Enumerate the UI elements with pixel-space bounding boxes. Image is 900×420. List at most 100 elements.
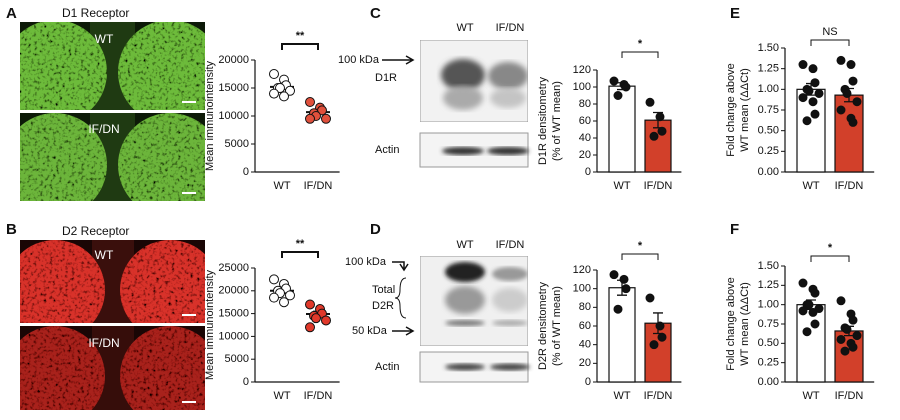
y-axis-label: Mean immunointensity <box>204 60 216 171</box>
data-point <box>305 299 315 310</box>
data-point <box>814 88 824 98</box>
y-tick-label: 20 <box>579 149 591 161</box>
western-blot <box>420 256 528 346</box>
y-tick-label: 0.00 <box>758 376 779 388</box>
significance-bracket <box>810 255 850 262</box>
data-point <box>842 324 852 334</box>
data-point <box>645 293 655 303</box>
x-tick-label: IF/DN <box>835 390 864 402</box>
y-tick-label: 40 <box>579 339 591 351</box>
y-tick-label: 1.00 <box>758 299 779 311</box>
data-point <box>798 278 808 288</box>
x-tick-label: WT <box>802 180 819 192</box>
micrograph <box>20 113 205 201</box>
y-tick-label: 120 <box>573 264 591 276</box>
x-tick-label: IF/DN <box>644 180 673 192</box>
y-axis-label: Mean immunointensity <box>204 269 216 380</box>
data-point <box>275 83 285 93</box>
y-tick-label: 10000 <box>218 330 249 342</box>
significance-label: ** <box>296 238 305 250</box>
panel-title: D1 Receptor <box>62 6 129 20</box>
data-point <box>619 274 629 284</box>
lane-label: IF/DN <box>496 22 525 34</box>
data-point <box>649 340 659 350</box>
x-tick-label: WT <box>273 180 290 192</box>
arrow <box>392 261 409 272</box>
image-label: WT <box>95 248 114 262</box>
y-axis-label: (% of WT mean) <box>551 81 563 161</box>
data-point <box>269 274 279 285</box>
y-axis-label: Fold change above <box>725 63 737 157</box>
data-point <box>808 64 818 74</box>
x-tick-label: IF/DN <box>835 180 864 192</box>
data-point <box>609 270 619 280</box>
significance-bracket <box>621 51 659 58</box>
significance-label: * <box>638 240 643 252</box>
data-point <box>609 76 619 86</box>
y-tick-label: 0.25 <box>758 145 779 157</box>
y-tick-label: 20000 <box>218 54 249 66</box>
y-tick-label: 0.75 <box>758 104 779 116</box>
data-point <box>848 117 858 127</box>
data-point <box>840 346 850 356</box>
y-tick-label: 1.50 <box>758 260 779 272</box>
band <box>487 147 529 155</box>
band-label: Total <box>372 284 395 296</box>
y-tick-label: 20000 <box>218 285 249 297</box>
micrograph <box>20 22 205 110</box>
data-point <box>285 290 295 301</box>
data-point <box>848 342 858 352</box>
y-tick-label: 60 <box>579 320 591 332</box>
y-axis-label: Fold change above <box>725 277 737 371</box>
data-point <box>810 78 820 88</box>
band <box>490 363 530 371</box>
data-point <box>321 315 331 326</box>
data-point <box>836 334 846 344</box>
image-label: IF/DN <box>88 336 119 350</box>
western-blot <box>420 40 528 122</box>
significance-bracket <box>810 39 850 46</box>
y-tick-label: 0 <box>585 166 591 178</box>
y-tick-label: 80 <box>579 98 591 110</box>
band <box>445 363 485 371</box>
y-tick-label: 1.00 <box>758 83 779 95</box>
data-point <box>810 109 820 119</box>
panel-letter: C <box>370 5 381 22</box>
panel-letter: A <box>6 5 17 22</box>
y-tick-label: 0.00 <box>758 166 779 178</box>
image-label: IF/DN <box>88 122 119 136</box>
y-axis-label: D2R densitometry <box>537 281 549 370</box>
band <box>442 147 484 155</box>
data-point <box>836 55 846 65</box>
data-point <box>621 284 631 294</box>
data-point <box>269 292 279 303</box>
data-point <box>804 300 814 310</box>
data-point <box>852 331 862 341</box>
significance-label: ** <box>296 30 305 42</box>
data-point <box>798 306 808 316</box>
y-tick-label: 100 <box>573 283 591 295</box>
y-tick-label: 100 <box>573 81 591 93</box>
x-tick-label: WT <box>613 390 630 402</box>
significance-label: * <box>638 38 643 50</box>
marker-label: 50 kDa <box>352 325 388 337</box>
y-axis-label: WT mean (ΔΔCt) <box>739 68 751 152</box>
data-point <box>802 327 812 337</box>
y-tick-label: 80 <box>579 301 591 313</box>
y-tick-label: 0.25 <box>758 357 779 369</box>
x-tick-label: IF/DN <box>304 180 333 192</box>
data-point <box>657 126 667 136</box>
y-tick-label: 1.25 <box>758 63 779 75</box>
significance-bracket <box>281 43 319 50</box>
marker-label: 100 kDa <box>338 54 380 66</box>
data-point <box>798 93 808 103</box>
data-point <box>804 86 814 96</box>
data-point <box>836 296 846 306</box>
data-point <box>836 105 846 115</box>
micrograph <box>20 326 205 410</box>
data-point <box>808 307 818 317</box>
panel-letter: E <box>730 5 740 22</box>
x-tick-label: IF/DN <box>304 390 333 402</box>
x-tick-label: WT <box>273 390 290 402</box>
